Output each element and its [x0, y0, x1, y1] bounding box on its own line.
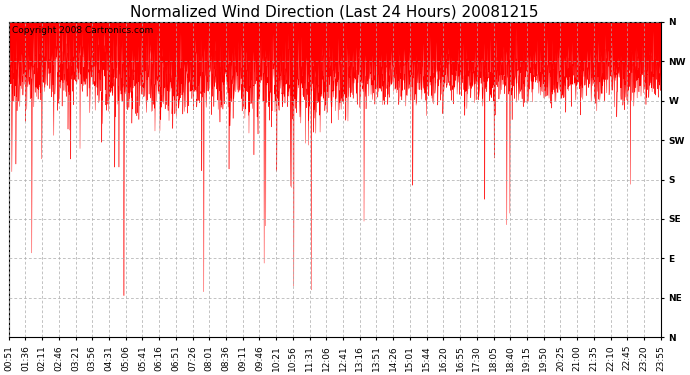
Text: Copyright 2008 Cartronics.com: Copyright 2008 Cartronics.com: [12, 27, 153, 36]
Title: Normalized Wind Direction (Last 24 Hours) 20081215: Normalized Wind Direction (Last 24 Hours…: [130, 4, 539, 19]
